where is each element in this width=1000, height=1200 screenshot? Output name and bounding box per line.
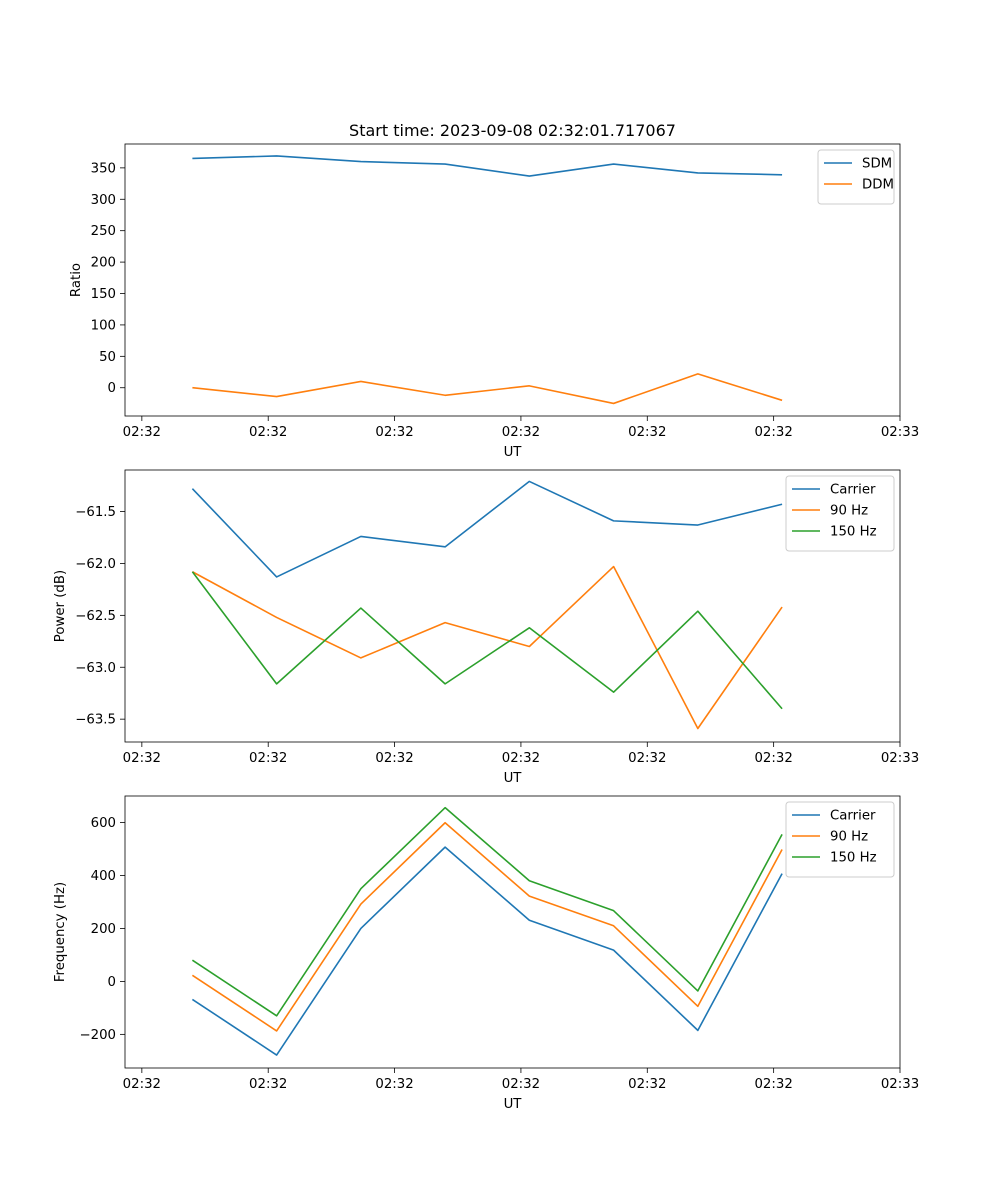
x-tick-label: 02:32: [628, 1077, 666, 1092]
legend-label: Carrier: [830, 483, 876, 498]
x-tick-label: 02:33: [881, 751, 919, 766]
x-axis-label: UT: [504, 445, 523, 460]
x-tick-label: 02:32: [628, 425, 666, 440]
x-tick-label: 02:33: [881, 1077, 919, 1092]
series-line-90-hz: [192, 565, 783, 730]
legend-box: [785, 475, 895, 552]
y-axis-label: Power (dB): [53, 570, 68, 642]
series-line-carrier: [191, 846, 783, 1056]
y-tick-label: 50: [99, 350, 116, 365]
y-tick-label: 300: [91, 193, 116, 208]
legend-label: 90 Hz: [830, 504, 868, 519]
y-tick-label: 250: [91, 224, 116, 239]
legend-label: 150 Hz: [830, 525, 877, 540]
y-tick-label: 0: [108, 381, 116, 396]
y-tick-label: −63.0: [75, 661, 116, 676]
x-tick-label: 02:32: [375, 1077, 413, 1092]
y-tick-label: 150: [91, 287, 116, 302]
x-tick-label: 02:32: [123, 751, 161, 766]
legend: Carrier 90 Hz 150 Hz: [785, 801, 895, 878]
y-tick-label: 350: [91, 161, 116, 176]
x-tick-label: 02:32: [754, 425, 792, 440]
x-tick-label: 02:32: [249, 1077, 287, 1092]
plot-frame: [124, 469, 901, 743]
legend-label: DDM: [862, 178, 894, 193]
x-axis-label: UT: [504, 771, 523, 786]
y-tick-label: 100: [91, 318, 116, 333]
plot-frame: [124, 795, 901, 1069]
x-tick-label: 02:32: [123, 1077, 161, 1092]
x-tick-label: 02:32: [249, 425, 287, 440]
legend-box: [785, 801, 895, 878]
x-tick-label: 02:32: [123, 425, 161, 440]
x-tick-label: 02:32: [375, 425, 413, 440]
x-tick-label: 02:32: [502, 1077, 540, 1092]
chart-panel-3: 02:32 02:32 02:32 02:32 02:32 02:32 02:33 −200 0…: [53, 795, 919, 1112]
x-tick-label: 02:32: [249, 751, 287, 766]
x-tick-label: 02:32: [502, 751, 540, 766]
figure-title: Start time: 2023-09-08 02:32:01.717067: [349, 121, 676, 140]
y-axis-label: Ratio: [69, 263, 84, 297]
legend: Carrier 90 Hz 150 Hz: [785, 475, 895, 552]
y-tick-label: −200: [79, 1028, 116, 1043]
y-tick-label: −63.5: [75, 713, 116, 728]
series-line-ddm: [192, 373, 783, 405]
y-tick-label: 400: [91, 869, 116, 884]
legend-label: 150 Hz: [830, 851, 877, 866]
series-line-150-hz: [191, 806, 783, 1017]
y-tick-label: −61.5: [75, 505, 116, 520]
series-line-carrier: [191, 480, 783, 578]
x-tick-label: 02:32: [375, 751, 413, 766]
chart-panel-2: 02:32 02:32 02:32 02:32 02:32 02:32 02:33 −63.5…: [53, 469, 919, 786]
x-axis-label: UT: [504, 1097, 523, 1112]
plot-frame: [124, 143, 901, 417]
chart-panel-1: 02:32 02:32 02:32 02:32 02:32 02:32 02:33 0 50 10…: [69, 143, 919, 460]
legend: SDM DDM: [817, 149, 895, 205]
y-tick-label: 200: [91, 256, 116, 271]
y-tick-label: −62.5: [75, 609, 116, 624]
legend-label: 90 Hz: [830, 830, 868, 845]
series-line-90-hz: [191, 821, 783, 1032]
x-tick-label: 02:33: [881, 425, 919, 440]
x-tick-label: 02:32: [754, 1077, 792, 1092]
y-tick-label: 0: [108, 975, 116, 990]
series-line-150-hz: [191, 571, 783, 710]
legend-label: SDM: [862, 157, 892, 172]
y-axis-label: Frequency (Hz): [53, 882, 68, 982]
y-tick-label: −62.0: [75, 557, 116, 572]
y-tick-label: 600: [91, 816, 116, 831]
y-tick-label: 200: [91, 922, 116, 937]
x-tick-label: 02:32: [628, 751, 666, 766]
series-line-sdm: [192, 155, 783, 177]
x-tick-label: 02:32: [754, 751, 792, 766]
legend-label: Carrier: [830, 809, 876, 824]
x-tick-label: 02:32: [502, 425, 540, 440]
